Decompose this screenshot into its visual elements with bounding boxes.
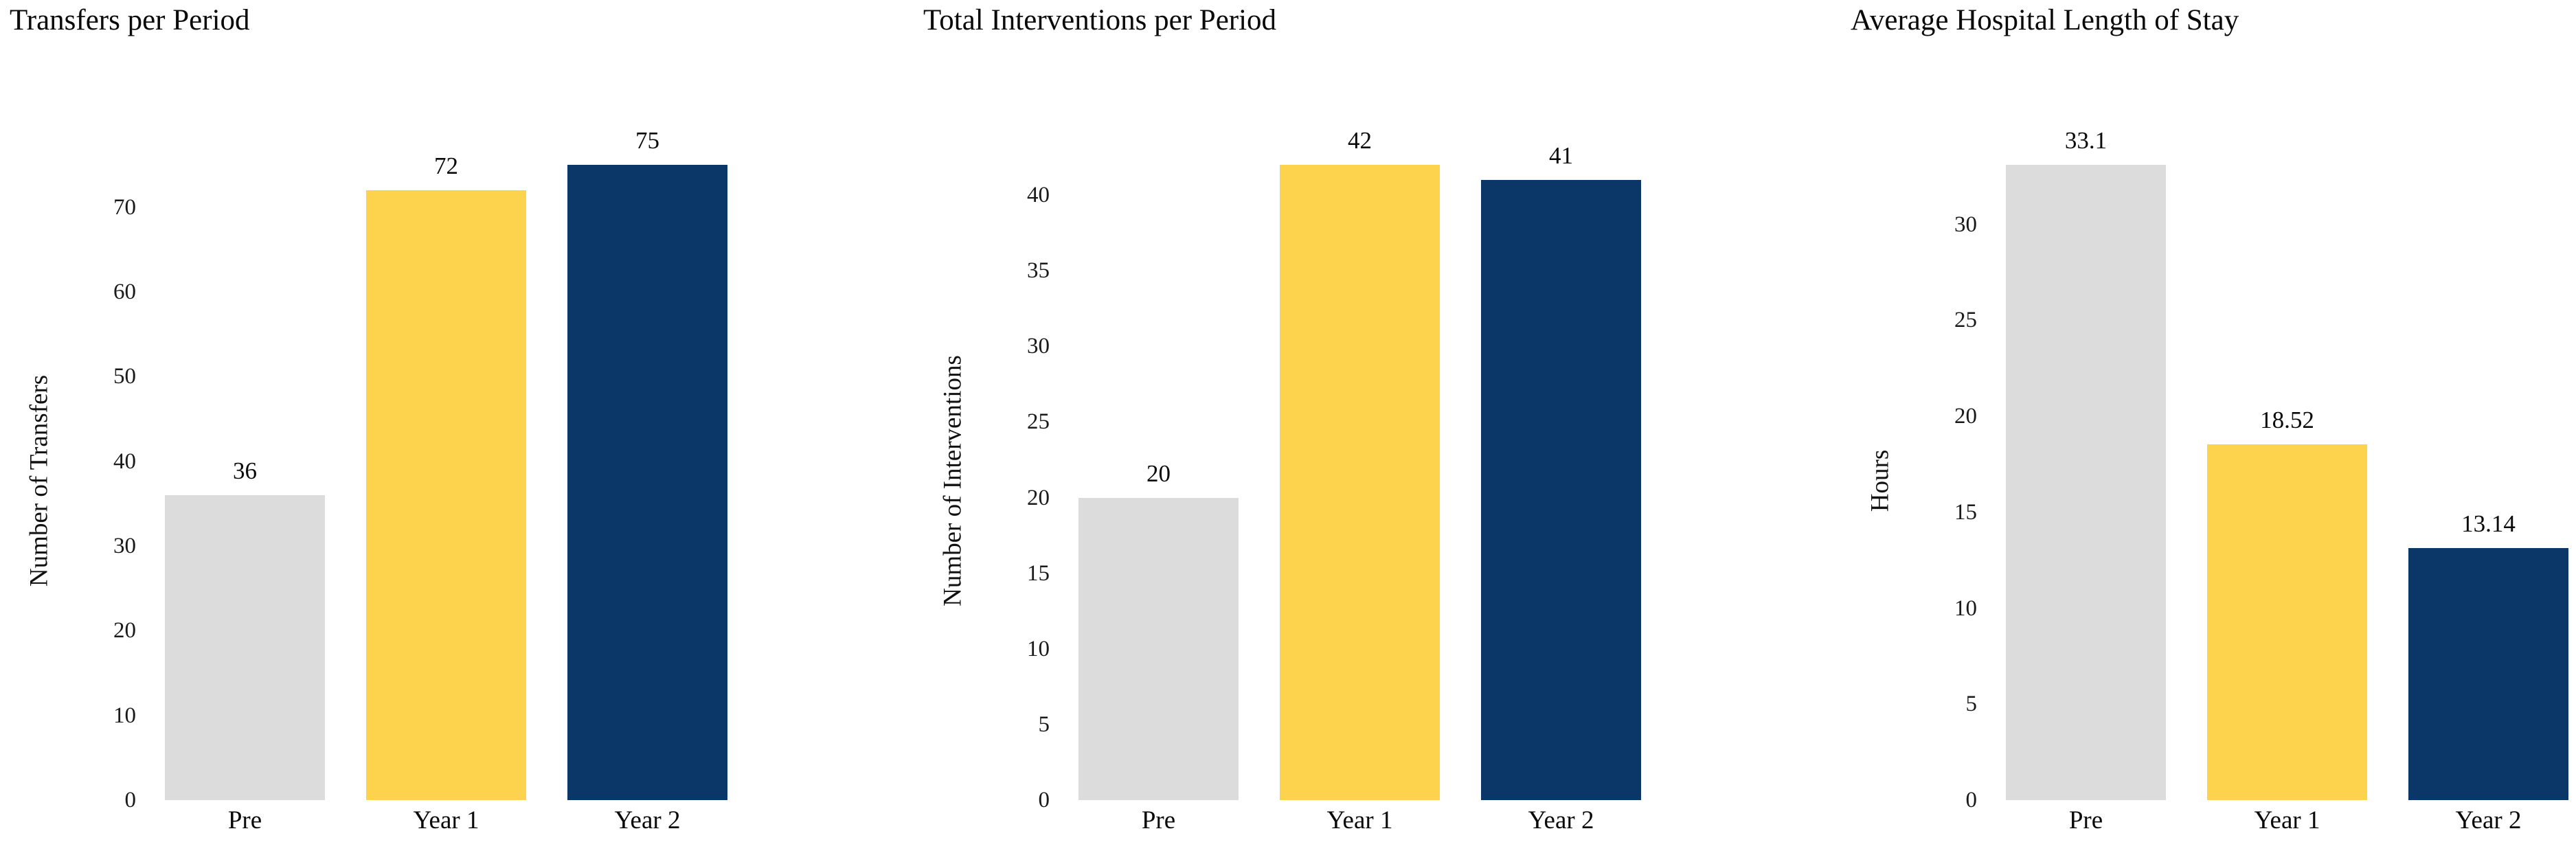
bar-value-label: 36	[233, 457, 257, 484]
chart-transfers-per-period: Transfers per Period Number of Transfers…	[0, 0, 735, 842]
y-axis-tick-label: 60	[113, 280, 136, 304]
bar-pre	[165, 495, 325, 800]
bar-value-label: 13.14	[2461, 510, 2516, 537]
y-axis-tick-label: 30	[1954, 212, 1977, 237]
y-axis-tick-label: 25	[1954, 308, 1977, 333]
bar-year-1	[2207, 444, 2367, 800]
y-axis-tick-label: 15	[1954, 499, 1977, 525]
x-axis-tick-label: Pre	[2068, 806, 2103, 834]
y-axis-tick-label: 0	[124, 788, 137, 812]
bar-year-1	[1280, 165, 1440, 800]
bar-value-label: 72	[434, 152, 458, 179]
y-axis-tick-label: 15	[1027, 560, 1050, 586]
x-axis-tick-label: Pre	[1141, 806, 1176, 834]
y-axis-tick-label: 50	[113, 364, 136, 389]
y-axis-tick-label: 30	[113, 534, 136, 558]
bar-value-label: 41	[1549, 142, 1573, 170]
y-axis-tick-label: 5	[1038, 712, 1050, 737]
bar-pre	[2006, 165, 2166, 800]
bar-value-label: 20	[1146, 459, 1171, 487]
bar-pre	[1078, 497, 1239, 800]
bar-year-1	[366, 190, 526, 800]
bar-value-label: 18.52	[2260, 407, 2314, 434]
bar-value-label: 42	[1348, 127, 1372, 154]
x-axis-tick-label: Year 1	[2254, 806, 2320, 834]
y-axis-tick-label: 10	[1954, 595, 1977, 621]
chart-title: Transfers per Period	[10, 4, 250, 36]
bar-year-2	[1481, 180, 1641, 800]
x-axis-tick-label: Year 1	[1326, 806, 1393, 834]
y-axis-tick-label: 40	[113, 448, 136, 474]
bar-value-label: 75	[635, 127, 659, 154]
y-axis-tick-label: 0	[1038, 788, 1050, 812]
bar-year-2	[567, 165, 727, 800]
chart-title: Total Interventions per Period	[923, 4, 1277, 36]
y-axis-tick-label: 20	[113, 618, 136, 644]
y-axis-tick-label: 20	[1027, 485, 1050, 510]
bar-value-label: 33.1	[2064, 127, 2108, 154]
chart-total-interventions-per-period: Total Interventions per Period Number of…	[914, 0, 1649, 842]
x-axis-tick-label: Pre	[227, 806, 262, 834]
x-axis-tick-label: Year 2	[1528, 806, 1594, 834]
y-axis-tick-label: 20	[1954, 404, 1977, 429]
x-axis-tick-label: Year 1	[413, 806, 479, 834]
y-axis-tick-label: 5	[1965, 692, 1978, 717]
x-axis-tick-label: Year 2	[614, 806, 681, 834]
y-axis-tick-label: 0	[1965, 788, 1978, 812]
bar-year-2	[2408, 547, 2568, 800]
y-axis-tick-label: 70	[113, 194, 136, 220]
y-axis-tick-label: 25	[1027, 409, 1050, 435]
y-axis-tick-label: 30	[1027, 334, 1050, 359]
chart-title: Average Hospital Length of Stay	[1851, 4, 2239, 36]
x-axis-tick-label: Year 2	[2455, 806, 2522, 834]
y-axis-tick-label: 40	[1027, 183, 1050, 208]
y-axis-tick-label: 35	[1027, 258, 1050, 284]
y-axis-tick-label: 10	[1027, 636, 1050, 661]
y-axis-tick-label: 10	[113, 703, 136, 728]
